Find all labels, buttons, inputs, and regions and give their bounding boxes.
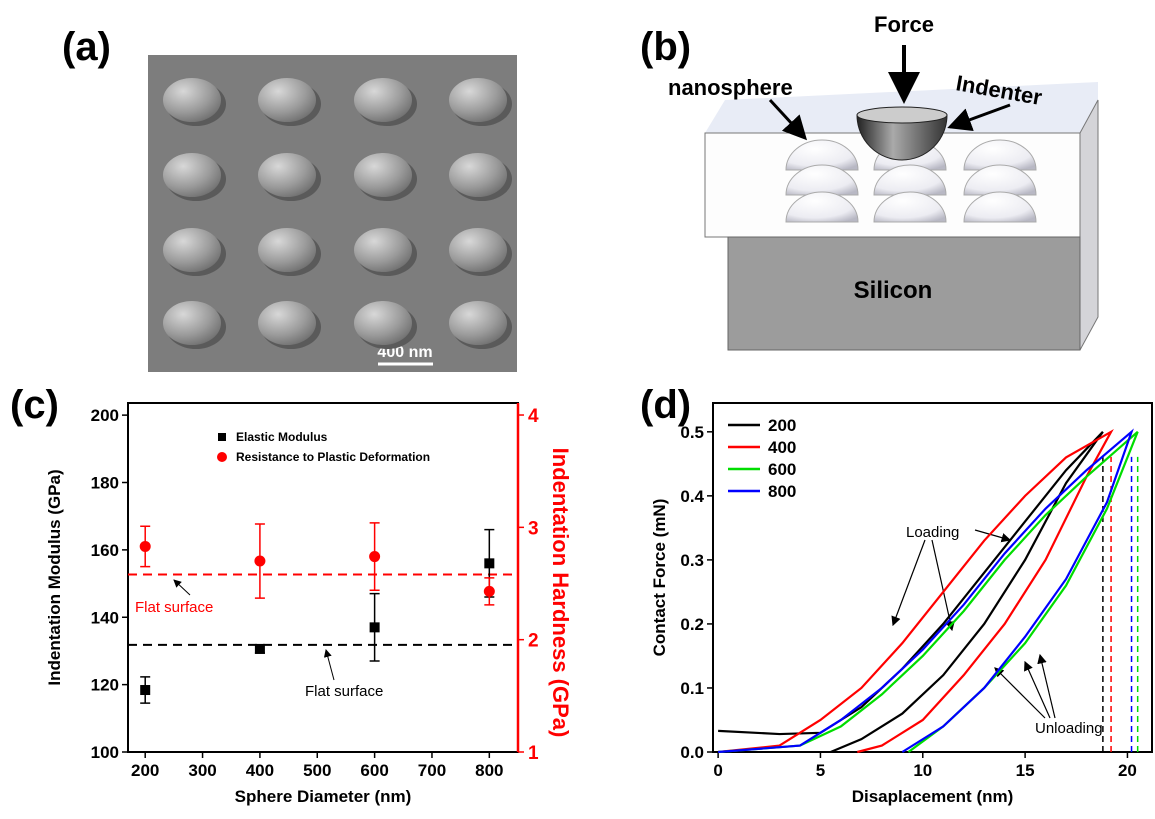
series-line [718,432,1103,752]
indenter-top [857,107,947,123]
dome [354,228,412,272]
x-tick-label: 200 [131,761,159,780]
x-tick-label: 15 [1016,761,1035,780]
diagram-label: nanosphere [668,75,793,100]
annotation: Loading [906,524,959,541]
legend-label: 800 [768,482,796,501]
data-point [254,556,265,567]
figure: (a) (b) (c) (d) 400 nm Force nanosphere … [0,0,1155,814]
dome [449,78,507,122]
legend-marker [218,433,226,441]
y-axis-label: Indentation Modulus (GPa) [45,469,64,685]
dome [163,153,221,197]
dome [163,301,221,345]
y2-tick-label: 2 [528,631,539,652]
panel-label: (c) [10,383,59,427]
dome [354,78,412,122]
x-tick-label: 800 [475,761,503,780]
x-tick-label: 0 [713,761,722,780]
annotation-arrow [1025,662,1050,718]
y-tick-label: 200 [91,406,119,425]
dome [258,228,316,272]
y2-axis-label: Indentation Hardness (GPa) [548,448,573,738]
dome [258,301,316,345]
x-tick-label: 5 [816,761,825,780]
dome [449,153,507,197]
x-tick-label: 600 [360,761,388,780]
sem-image: 400 nm [148,55,517,372]
legend-label: Elastic Modulus [236,430,328,444]
dome [449,301,507,345]
page: (a) (b) (c) (d) 400 nm Force nanosphere … [0,0,1155,814]
x-axis-label: Disaplacement (nm) [852,787,1014,806]
data-point [255,644,265,654]
diagram: Force nanosphere Indenter Silicon [668,12,1098,350]
data-point [140,685,150,695]
annotation: Unloading [1035,720,1103,737]
annotation-arrow [893,540,925,625]
panel-label: (a) [62,25,111,69]
y-tick-label: 100 [91,743,119,762]
y-tick-label: 180 [91,474,119,493]
panel-label: (b) [640,25,691,69]
legend-label: 200 [768,416,796,435]
y-tick-label: 0.3 [680,551,704,570]
y-tick-label: 160 [91,541,119,560]
y-axis-label: Contact Force (mN) [650,499,669,657]
legend-label: Resistance to Plastic Deformation [236,450,430,464]
dome [449,228,507,272]
dome [354,301,412,345]
y-tick-label: 0.0 [680,743,704,762]
x-tick-label: 300 [188,761,216,780]
dome [258,153,316,197]
x-tick-label: 400 [246,761,274,780]
y-tick-label: 0.1 [680,679,704,698]
block-side [1080,100,1098,350]
diagram-label: Force [874,12,934,37]
data-point [140,541,151,552]
annotation-arrow [174,580,190,595]
x-tick-label: 10 [913,761,932,780]
data-point [484,586,495,597]
dome [163,228,221,272]
x-tick-label: 500 [303,761,331,780]
annotation-arrow [326,650,334,680]
diagram-label: Silicon [854,277,933,304]
y2-tick-label: 1 [528,743,539,764]
annotation-arrow [1040,655,1055,718]
legend-label: 400 [768,438,796,457]
dome [354,153,412,197]
panel-label: (d) [640,383,691,427]
annotation-arrow [995,668,1045,718]
legend-marker [217,452,227,462]
dome [258,78,316,122]
legend-label: 600 [768,460,796,479]
data-point [370,622,380,632]
x-tick-label: 700 [418,761,446,780]
y-tick-label: 0.4 [680,487,704,506]
arrows-c [174,580,334,680]
y-tick-label: 0.5 [680,423,704,442]
reference-label: Flat surface [305,683,383,700]
y2-tick-label: 4 [528,406,539,427]
x-tick-label: 20 [1118,761,1137,780]
data-point [369,551,380,562]
x-axis-label: Sphere Diameter (nm) [235,787,412,806]
reference-label: Flat surface [135,599,213,616]
dome [163,78,221,122]
y2-tick-label: 3 [528,518,539,539]
y-tick-label: 140 [91,608,119,627]
y-tick-label: 120 [91,676,119,695]
y-tick-label: 0.2 [680,615,704,634]
data-point [484,558,494,568]
